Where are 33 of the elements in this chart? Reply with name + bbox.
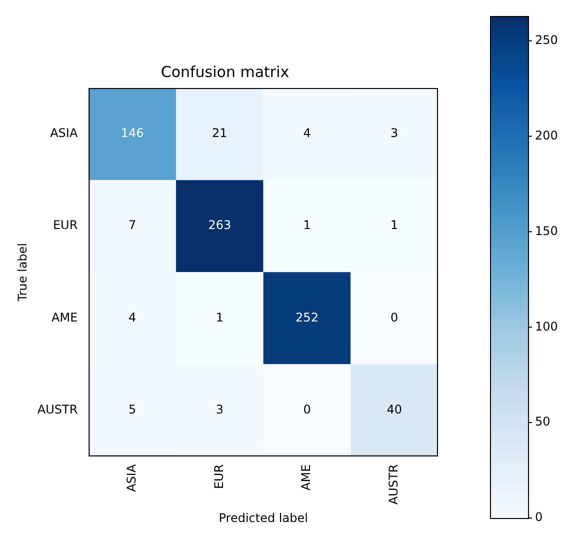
data-label: 4	[128, 310, 136, 324]
data-label: 252	[296, 310, 318, 324]
color-bar-label: 100	[535, 319, 558, 334]
y-tick-label: EUR	[52, 218, 78, 232]
data-label: 1	[216, 310, 224, 324]
color-bar-label: 200	[535, 128, 558, 142]
x-tick-label: AUSTR	[386, 464, 400, 505]
data-label: 3	[216, 402, 224, 416]
y-tick-label: AME	[52, 310, 78, 324]
x-axis-title: Predicted label	[218, 510, 308, 525]
x-tick-label: ASIA	[124, 464, 138, 492]
data-label: 263	[208, 218, 232, 232]
color-bar-label: 50	[535, 414, 550, 429]
color-bar-label: 150	[535, 224, 558, 238]
color-bar-label: 250	[535, 32, 558, 47]
data-label: 4	[303, 126, 311, 140]
data-label: 1	[390, 218, 398, 232]
data-label: 0	[390, 310, 398, 324]
data-label: 7	[128, 218, 136, 232]
x-tick-label: EUR	[212, 464, 226, 490]
data-label: 3	[390, 126, 398, 140]
data-label: 5	[128, 402, 136, 416]
data-label: 146	[120, 126, 144, 140]
y-tick-label: AUSTR	[37, 402, 78, 416]
data-label: 21	[212, 126, 228, 140]
y-axis-title: True label	[15, 242, 30, 302]
y-tick-label: ASIA	[50, 126, 78, 140]
data-label: 1	[303, 218, 311, 232]
data-label: 40	[386, 402, 402, 416]
x-tick-label: AME	[299, 464, 314, 490]
data-label: 0	[303, 402, 311, 416]
color-bar-label: 0	[535, 510, 543, 524]
chart-title: Confusion matrix	[160, 62, 290, 81]
